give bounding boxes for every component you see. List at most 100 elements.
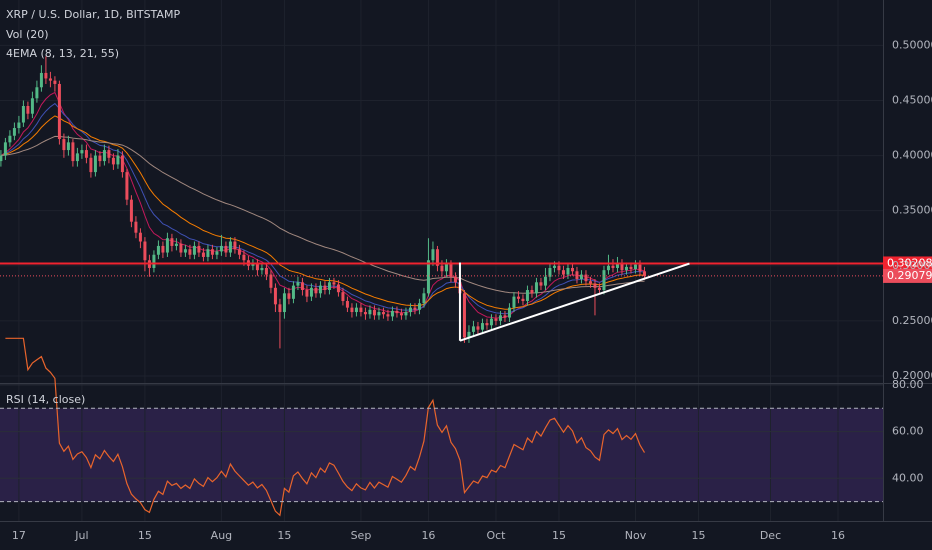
candle-body [323, 285, 327, 291]
x-tick-label: 15 [552, 529, 566, 542]
candle-body [417, 303, 421, 310]
candle-body [107, 150, 111, 158]
price-label: 0.29079 [887, 269, 932, 282]
candle-body [318, 285, 322, 294]
candle-body [26, 105, 30, 114]
candle-body [309, 287, 313, 297]
candle-body [39, 72, 43, 88]
candle-body [12, 128, 16, 136]
candle-body [539, 282, 543, 286]
rsi-tick-label: 80.00 [892, 378, 924, 391]
candle-body [480, 323, 484, 330]
candle-body [228, 241, 232, 253]
ema-line [0, 102, 645, 315]
candle-body [116, 155, 120, 165]
trend-line [459, 262, 690, 342]
candle-body [134, 221, 138, 233]
candle-body [75, 153, 79, 162]
candle-body [138, 232, 142, 242]
candle-body [165, 238, 169, 253]
candle-body [170, 238, 174, 246]
candle-body [219, 245, 223, 252]
candle-body [422, 293, 426, 304]
candle-body [215, 251, 219, 255]
candle-body [278, 304, 282, 313]
candle-body [579, 274, 583, 279]
study-label: Vol (20) [6, 28, 49, 41]
candle-body [512, 296, 516, 308]
candle-body [129, 199, 133, 222]
price-label-box [883, 256, 932, 271]
candle-body [35, 87, 39, 99]
cand-layer [0, 56, 646, 349]
candle-body [593, 283, 597, 288]
candle-body [44, 72, 48, 79]
candle-body [494, 318, 498, 321]
candle-body [282, 293, 286, 313]
price-pane [0, 0, 883, 383]
rsi-line [5, 337, 646, 517]
candle-body [534, 282, 538, 294]
candle-body [377, 312, 381, 316]
candle-body [476, 326, 480, 330]
candle-body [161, 245, 165, 253]
candle-body [548, 267, 552, 277]
candle-body [156, 245, 160, 255]
x-tick-label: Aug [211, 529, 232, 542]
x-tick-label: 15 [277, 529, 291, 542]
candle-body [197, 245, 201, 253]
candle-body [575, 271, 579, 279]
candle-body [341, 292, 345, 302]
bg-layer [0, 0, 932, 522]
candle-body [354, 307, 358, 313]
x-tick-label: 16 [831, 529, 845, 542]
candle-body [521, 298, 525, 302]
candle-body [188, 249, 192, 255]
x-tick-label: Dec [760, 529, 781, 542]
candle-body [386, 314, 390, 317]
candle-body [345, 301, 349, 308]
candle-body [57, 83, 61, 140]
candle-body [287, 293, 291, 299]
candle-body [557, 265, 561, 271]
price-label: 0.30208 [887, 256, 932, 269]
candle-body [363, 312, 367, 315]
candle-body [620, 263, 624, 271]
candle-body [543, 276, 547, 286]
grid-layer [0, 0, 883, 521]
candle-body [440, 265, 444, 272]
candle-body [395, 310, 399, 314]
rsi-band [0, 408, 883, 502]
candle-body [359, 307, 363, 313]
candle-body [152, 254, 156, 268]
candle-body [111, 157, 115, 165]
candle-body [408, 307, 412, 313]
candle-body [399, 313, 403, 316]
candle-body [624, 266, 628, 271]
candle-body [404, 312, 408, 316]
candle-body [80, 150, 84, 154]
x-tick-label: Nov [625, 529, 647, 542]
candle-body [3, 142, 7, 156]
candle-body [489, 318, 493, 326]
candle-body [584, 274, 588, 282]
candle-body [93, 155, 97, 173]
candle-body [98, 155, 102, 162]
candle-body [485, 323, 489, 326]
candle-body [62, 139, 66, 151]
candle-body [390, 310, 394, 317]
price-label-box [883, 268, 932, 283]
candle-body [350, 307, 354, 313]
candle-body [332, 282, 336, 285]
candle-body [48, 78, 52, 81]
candle-body [314, 287, 318, 294]
candle-body [516, 296, 520, 299]
candle-body [525, 290, 529, 302]
candle-body [503, 315, 507, 318]
candle-body [372, 309, 376, 316]
candle-body [183, 249, 187, 253]
